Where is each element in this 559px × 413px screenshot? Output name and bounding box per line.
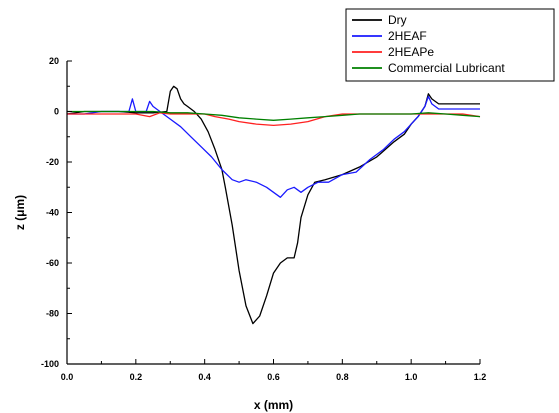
legend-box [345,8,555,82]
y-tick-label: -60 [46,258,59,268]
y-tick-label: -40 [46,208,59,218]
legend: Dry 2HEAF 2HEAPe Commercial Lubricant [345,8,555,82]
y-axis-ticks: 20 0 -20 -40 -60 -80 -100 [41,56,72,369]
axes: 0.0 0.2 0.4 0.6 0.8 1.0 1.2 20 0 -20 -40 -60 -80 -10… [41,56,486,382]
legend-entries: Dry 2HEAF 2HEAPe Commercial Lubricant [352,13,505,75]
legend-label: Dry [388,13,407,27]
x-tick-label: 0.4 [198,372,211,382]
legend-label: Commercial Lubricant [388,61,505,75]
x-tick-label: 0.0 [61,372,74,382]
series-line-commercial-lubricant [67,110,481,121]
x-tick-label: 0.8 [336,372,349,382]
legend-label: 2HEAPe [388,45,434,59]
y-tick-label: 0 [54,107,59,117]
x-axis-title: x (mm) [254,398,293,412]
x-tick-label: 0.6 [267,372,280,382]
y-axis-title: z (μm) [13,195,27,230]
y-tick-label: -20 [46,157,59,167]
y-tick-label: 20 [49,56,59,66]
legend-label: 2HEAF [388,29,427,43]
x-tick-label: 1.0 [405,372,418,382]
y-tick-label: -80 [46,309,59,319]
x-tick-label: 0.2 [130,372,143,382]
series-layer [66,85,481,325]
x-tick-label: 1.2 [474,372,487,382]
y-tick-label: -100 [41,359,59,369]
series-line-2heaf [67,95,480,198]
x-axis-ticks: 0.0 0.2 0.4 0.6 0.8 1.0 1.2 [61,359,487,382]
